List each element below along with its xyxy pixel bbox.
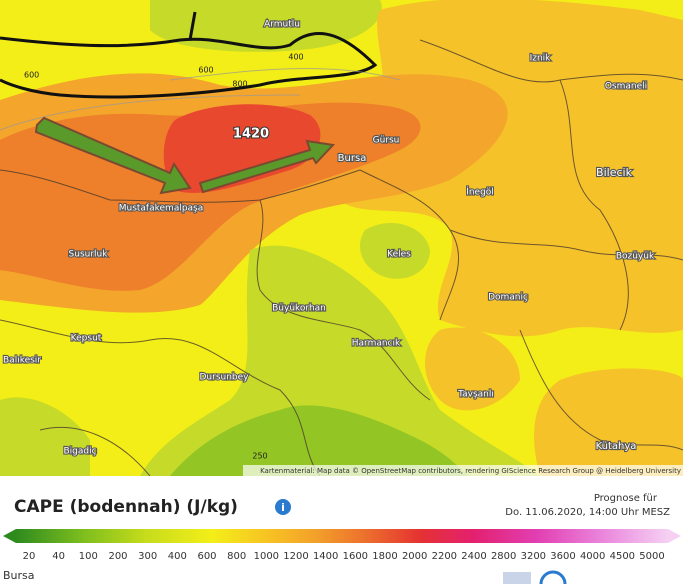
place-label: Bilecik xyxy=(596,166,633,179)
color-scale xyxy=(16,529,668,543)
forecast-label: Prognose für xyxy=(594,493,658,504)
place-label: Keles xyxy=(387,250,411,260)
red-area xyxy=(163,104,321,193)
shoreline xyxy=(188,11,197,41)
scale-label: 4500 xyxy=(610,551,635,562)
arrows xyxy=(34,116,336,195)
place-label: Bursa xyxy=(338,153,367,164)
place-label: Gürsu xyxy=(373,136,400,146)
scale-label: 4000 xyxy=(580,551,605,562)
green-area xyxy=(360,222,430,279)
place-label: Kepsut xyxy=(71,334,102,344)
logo xyxy=(539,570,567,588)
place-label: Domaniç xyxy=(488,293,528,303)
scale-label: 1000 xyxy=(254,551,279,562)
scale-label: 2400 xyxy=(461,551,486,562)
scale-label: 400 xyxy=(168,551,187,562)
scale-label: 2000 xyxy=(402,551,427,562)
scale-label: 2800 xyxy=(491,551,516,562)
place-label: Osmaneli xyxy=(605,82,647,92)
scale-label: 300 xyxy=(138,551,157,562)
attribution-bg xyxy=(243,465,683,476)
place-label: Bozüyük xyxy=(616,252,655,262)
place-label: Balıkesir xyxy=(3,356,41,366)
scale-label: 100 xyxy=(79,551,98,562)
info-icon: i xyxy=(281,501,285,514)
place-label: Dursunbey xyxy=(199,373,249,383)
scale-label: 800 xyxy=(227,551,246,562)
place-label: Susurluk xyxy=(69,250,109,260)
place-label: Mustafakemalpaşa xyxy=(119,204,204,214)
contours xyxy=(0,67,401,131)
place-label: Bigadiç xyxy=(63,447,96,457)
place-label: İnegöl xyxy=(466,187,494,198)
dark-green-area xyxy=(170,405,470,476)
place-label: Büyükorhan xyxy=(272,304,326,314)
scale-end xyxy=(3,529,16,543)
contour-label: 600 xyxy=(198,66,213,75)
scale-label: 1200 xyxy=(283,551,308,562)
contour-label: 250 xyxy=(252,452,267,461)
info-button[interactable] xyxy=(275,499,291,515)
place-label: Kütahya xyxy=(596,441,637,452)
contour-label: 800 xyxy=(232,80,247,89)
scale-label: 1800 xyxy=(372,551,397,562)
scale-label: 3600 xyxy=(550,551,575,562)
forecast-time: Do. 11.06.2020, 14:00 Uhr MESZ xyxy=(505,507,670,518)
scale-label: 20 xyxy=(23,551,36,562)
shoreline xyxy=(0,32,378,99)
scale-label: 1400 xyxy=(313,551,338,562)
peak-label: 1420 xyxy=(233,127,269,142)
place-label: Harmancık xyxy=(352,339,401,349)
light-orange-area xyxy=(534,368,683,476)
scale-label: 200 xyxy=(108,551,127,562)
light-orange-area xyxy=(425,327,520,411)
legend-title: CAPE (bodennah) (J/kg) xyxy=(14,497,238,517)
scale-label: 2200 xyxy=(432,551,457,562)
map: 600 600 800 400 250 1420 Armutlu Iznik O… xyxy=(0,0,683,476)
location-label: Bursa xyxy=(3,569,35,582)
scale-label: 600 xyxy=(197,551,216,562)
place-label: Iznik xyxy=(530,54,552,64)
scale-end xyxy=(668,529,681,543)
flag-icon xyxy=(503,572,531,584)
scale-label: 1600 xyxy=(343,551,368,562)
contour-label: 400 xyxy=(288,53,303,62)
green-area xyxy=(140,245,540,476)
attribution: Kartenmaterial: Map data © OpenStreetMap… xyxy=(260,467,681,475)
scale-label: 5000 xyxy=(639,551,664,562)
green-area xyxy=(0,397,90,476)
contour-label: 600 xyxy=(24,71,39,80)
place-label: Tavşanlı xyxy=(457,390,494,400)
scale-label: 40 xyxy=(52,551,65,562)
place-label: Armutlu xyxy=(264,20,300,30)
borders xyxy=(0,39,683,476)
scale-label: 3200 xyxy=(521,551,546,562)
scale-labels: 20 40 100 200 300 400 600 800 1000 1200 1400 1600 18… xyxy=(23,551,665,562)
